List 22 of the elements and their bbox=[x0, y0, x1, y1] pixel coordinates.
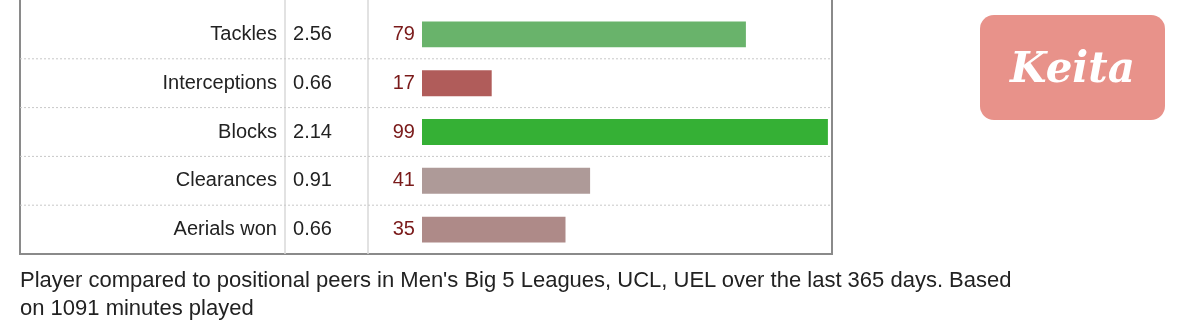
text: 0.91 bbox=[293, 168, 332, 191]
data-label: 41 bbox=[392, 168, 415, 191]
data-label: 99 bbox=[392, 119, 415, 142]
text: 2.56 bbox=[293, 21, 332, 44]
data-label: 17 bbox=[392, 70, 415, 93]
y-tick-label: Blocks bbox=[218, 119, 277, 142]
bar bbox=[422, 70, 492, 97]
y-tick-label: Tackles bbox=[210, 21, 277, 44]
data-label: 79 bbox=[392, 21, 415, 44]
y-tick-label: Interceptions bbox=[162, 70, 277, 93]
bar bbox=[422, 21, 746, 48]
y-tick-label: Aerials won bbox=[173, 217, 277, 240]
text: 2.14 bbox=[293, 119, 332, 142]
bar bbox=[422, 216, 566, 243]
y-tick-label: Clearances bbox=[175, 168, 277, 191]
bar bbox=[422, 119, 828, 145]
data-label: 35 bbox=[392, 217, 415, 240]
text: 0.66 bbox=[293, 70, 332, 93]
text: Player compared to positional peers in Men's Big 5 Leagues, UCL, UEL over the last 365 days. Based on 1091 minutes played bbox=[20, 266, 1013, 322]
bar bbox=[422, 167, 591, 194]
text: Keita bbox=[980, 15, 1165, 120]
text: 0.66 bbox=[293, 217, 332, 240]
